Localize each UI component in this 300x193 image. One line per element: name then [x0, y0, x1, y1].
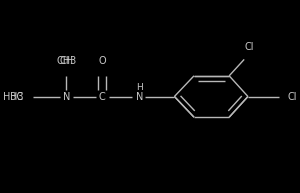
Text: H3C: H3C: [3, 91, 24, 102]
Text: Cl: Cl: [288, 91, 297, 102]
Text: CH: CH: [59, 56, 73, 66]
Text: H3: H3: [10, 91, 24, 102]
Text: H: H: [136, 83, 142, 91]
Text: CH3: CH3: [56, 56, 76, 66]
Text: Cl: Cl: [244, 42, 254, 52]
Text: N: N: [136, 91, 143, 102]
Text: C: C: [99, 91, 106, 102]
Text: N: N: [63, 91, 70, 102]
Text: O: O: [98, 56, 106, 66]
